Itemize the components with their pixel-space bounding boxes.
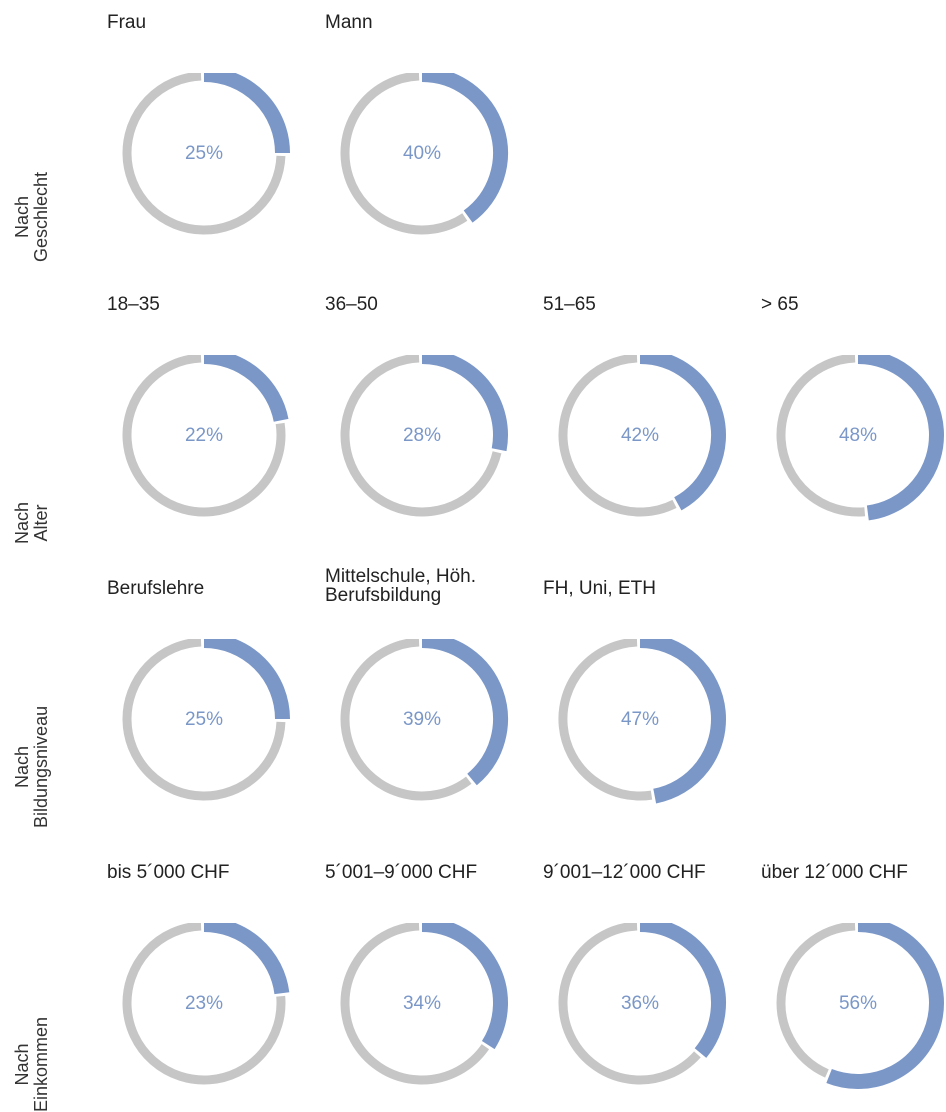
donut-value-arc	[203, 639, 290, 720]
donut-value-arc	[639, 355, 726, 511]
donut-track-arc	[340, 355, 502, 517]
percent-label: 48%	[839, 425, 877, 446]
donut-track-arc	[776, 923, 856, 1078]
donut-value-arc	[421, 923, 508, 1050]
category-label-line: Berufsbildung	[325, 585, 442, 606]
percent-label: 56%	[839, 993, 877, 1014]
donut-value-arc	[203, 355, 289, 422]
donut-value-arc	[857, 355, 944, 521]
donut-track-arc	[122, 355, 286, 517]
row-label-line: Geschlecht	[31, 171, 51, 262]
donut-svg: 48%	[776, 355, 944, 521]
donut-track-arc	[122, 923, 286, 1085]
percent-label: 39%	[403, 709, 441, 730]
percent-label: 36%	[621, 993, 659, 1014]
donut-value-arc	[639, 639, 726, 804]
donut-cell: FH, Uni, ETH 47%	[543, 578, 753, 828]
donut-cell: 5´001–9´000 CHF 34%	[325, 862, 535, 1112]
donut-cell: Mittelschule, Höh. Berufsbildung 39%	[325, 567, 535, 828]
donut-cell: bis 5´000 CHF 23%	[107, 862, 317, 1112]
donut-track-arc	[776, 355, 866, 517]
donut-svg: 42%	[558, 355, 726, 517]
donut-svg: 23%	[122, 923, 290, 1085]
category-label: Mann	[325, 12, 373, 33]
row-label-line: Alter	[31, 504, 51, 542]
donut-cell: 36–50 28%	[325, 294, 535, 544]
row-label-line: Nach	[12, 501, 32, 544]
row-label-line: Einkommen	[31, 1016, 51, 1112]
percent-label: 40%	[403, 143, 441, 164]
donut-track-arc	[122, 73, 286, 235]
donut-value-arc	[421, 639, 508, 786]
row-label-line: Nach	[12, 1043, 32, 1086]
donut-svg: 39%	[340, 639, 508, 801]
percent-label: 22%	[185, 425, 223, 446]
donut-svg: 22%	[122, 355, 289, 517]
donut-cell: 18–35 22%	[107, 294, 317, 544]
percent-label: 42%	[621, 425, 659, 446]
category-label: FH, Uni, ETH	[543, 578, 656, 599]
donut-svg: 40%	[340, 73, 508, 235]
category-label: Frau	[107, 12, 147, 33]
donut-cell: > 65 48%	[761, 294, 946, 544]
row-label-line: Bildungsniveau	[31, 705, 51, 828]
row-group: Nach Einkommen bis 5´000 CHF 23% 5´001–9´000…	[0, 862, 946, 1112]
donut-cell: Frau 25%	[107, 12, 317, 262]
category-label: bis 5´000 CHF	[107, 862, 230, 883]
donut-cell: über 12´000 CHF 56%	[761, 862, 946, 1112]
percent-label: 34%	[403, 993, 441, 1014]
donut-svg: 36%	[558, 923, 726, 1085]
donut-cell: Berufslehre 25%	[107, 578, 317, 828]
donut-svg: 34%	[340, 923, 508, 1085]
donut-value-arc	[421, 73, 508, 223]
row-label-line: Nach	[12, 195, 32, 238]
donut-svg: 28%	[340, 355, 508, 517]
donut-value-arc	[421, 355, 508, 452]
percent-label: 47%	[621, 709, 659, 730]
donut-svg: 56%	[776, 923, 944, 1089]
category-label: Berufslehre	[107, 578, 205, 599]
percent-label: 23%	[185, 993, 223, 1014]
row-group: Nach Alter 18–35 22% 36–50 28% 51–65 42% > 65 48%	[0, 294, 946, 544]
row-group: Nach Bildungsniveau Berufslehre 25% Mittelsc…	[0, 567, 946, 828]
donut-value-arc	[203, 923, 290, 995]
donut-track-arc	[558, 355, 677, 517]
category-label: 36–50	[325, 294, 378, 315]
category-label: > 65	[761, 294, 799, 315]
category-label: 5´001–9´000 CHF	[325, 862, 478, 883]
row-label: Nach Einkommen	[0, 882, 51, 1112]
row-group: Nach Geschlecht Frau 25% Mann 40%	[0, 12, 946, 262]
donut-track-arc	[340, 639, 472, 801]
row-label: Nach Bildungsniveau	[0, 598, 51, 828]
donut-value-arc	[203, 73, 290, 154]
donut-track-arc	[122, 639, 286, 801]
donut-cell: 51–65 42%	[543, 294, 753, 544]
category-label: 51–65	[543, 294, 596, 315]
donut-svg: 25%	[122, 73, 290, 235]
percent-label: 25%	[185, 143, 223, 164]
category-label: 9´001–12´000 CHF	[543, 862, 706, 883]
donut-cell: 9´001–12´000 CHF 36%	[543, 862, 753, 1112]
donut-svg: 25%	[122, 639, 290, 801]
category-label: Mittelschule, Höh. Berufsbildung	[325, 567, 476, 605]
donut-value-arc	[639, 923, 726, 1058]
donut-svg: 47%	[558, 639, 726, 804]
category-label: 18–35	[107, 294, 160, 315]
row-label: Nach Geschlecht	[0, 32, 51, 262]
row-label-line: Nach	[12, 745, 32, 788]
donut-cell: Mann 40%	[325, 12, 535, 262]
donut-track-arc	[558, 639, 653, 801]
donut-track-arc	[340, 73, 468, 235]
donut-value-arc	[826, 923, 944, 1089]
donut-track-arc	[340, 923, 490, 1085]
row-label: Nach Alter	[0, 314, 51, 544]
donut-track-arc	[558, 923, 701, 1085]
category-label: über 12´000 CHF	[761, 862, 908, 883]
category-label-line: Mittelschule, Höh.	[325, 566, 477, 587]
percent-label: 25%	[185, 709, 223, 730]
percent-label: 28%	[403, 425, 441, 446]
